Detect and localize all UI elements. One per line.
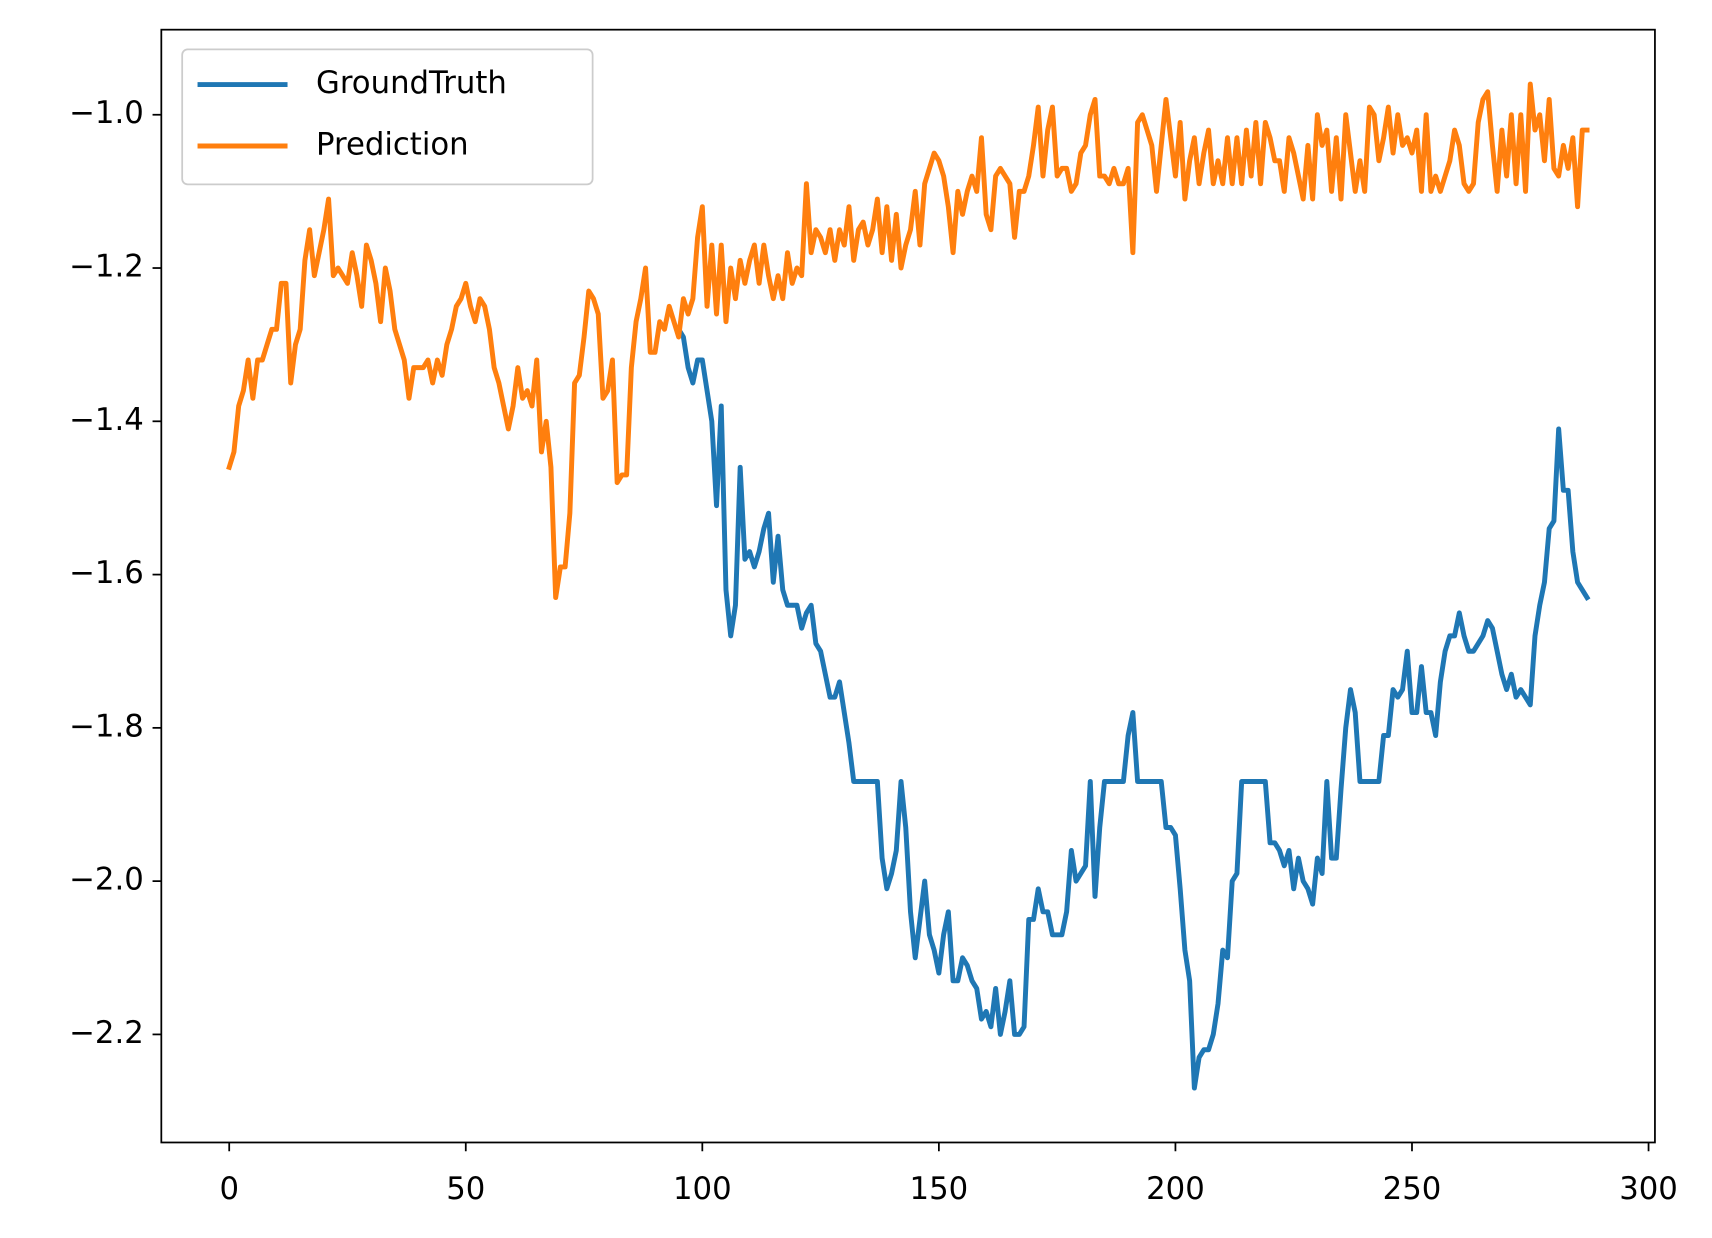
x-tick-label: 50 bbox=[446, 1171, 485, 1207]
series-line bbox=[226, 81, 1590, 601]
y-tick-label: −2.0 bbox=[69, 862, 144, 898]
y-tick-label: −2.2 bbox=[69, 1015, 144, 1051]
x-tick-label: 300 bbox=[1619, 1171, 1678, 1207]
x-tick-label: 0 bbox=[219, 1171, 239, 1207]
x-tick-label: 250 bbox=[1383, 1171, 1442, 1207]
y-tick-label: −1.4 bbox=[69, 402, 144, 438]
y-tick-label: −1.6 bbox=[69, 555, 144, 591]
y-tick-label: −1.8 bbox=[69, 708, 144, 744]
x-tick-label: 100 bbox=[673, 1171, 732, 1207]
series-line bbox=[675, 325, 1591, 1091]
x-tick-label: 150 bbox=[910, 1171, 969, 1207]
legend-label: GroundTruth bbox=[316, 65, 507, 101]
axes-frame bbox=[160, 28, 1656, 1144]
x-tick-label: 200 bbox=[1146, 1171, 1205, 1207]
legend-label: Prediction bbox=[316, 127, 469, 163]
y-tick-label: −1.0 bbox=[69, 95, 144, 131]
y-tick-label: −1.2 bbox=[69, 249, 144, 285]
